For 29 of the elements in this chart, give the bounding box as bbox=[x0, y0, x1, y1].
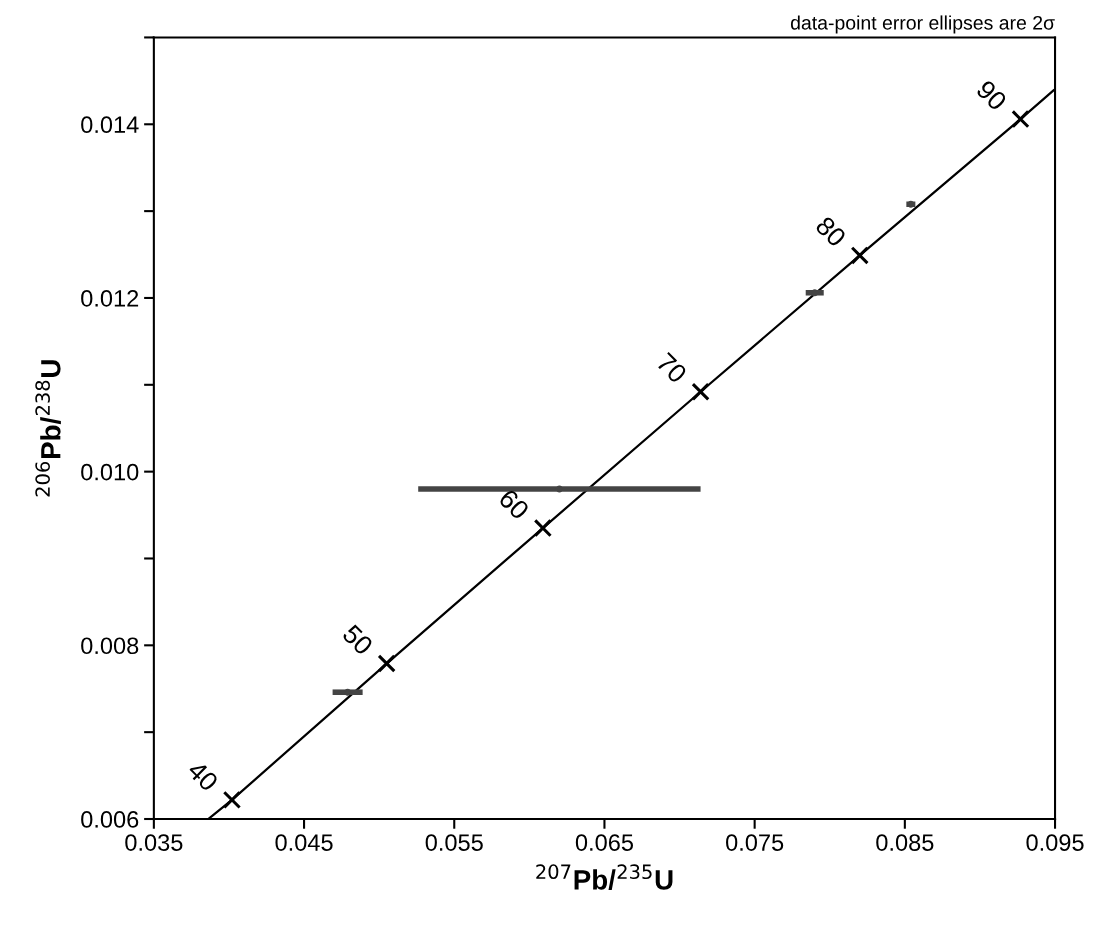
x-tick-label: 0.065 bbox=[575, 834, 634, 851]
point bbox=[811, 289, 819, 297]
text: data-point error ellipses are 2σ bbox=[790, 15, 1055, 34]
x-tick-label: 0.085 bbox=[876, 834, 934, 851]
x-tick-label: 0.075 bbox=[726, 834, 784, 851]
point bbox=[222, 790, 242, 810]
annotation: 90 bbox=[975, 79, 1008, 112]
y-axis-title: $^{206}$Pb/$^{238}$U bbox=[35, 360, 61, 497]
y-tick-label: 0.010 bbox=[81, 463, 139, 481]
y-tick-label: 0.006 bbox=[81, 811, 139, 828]
point bbox=[1011, 109, 1030, 129]
x-tick-label: 0.035 bbox=[125, 834, 183, 851]
x-axis-title: $^{207}$Pb/$^{235}$U bbox=[536, 864, 673, 890]
point bbox=[850, 246, 869, 265]
annotation: 50 bbox=[341, 623, 374, 656]
annotation: 60 bbox=[497, 488, 531, 521]
x-tick-label: 0.055 bbox=[425, 834, 483, 851]
point bbox=[533, 518, 553, 538]
point bbox=[555, 485, 563, 493]
annotation: 70 bbox=[655, 351, 688, 385]
y-tick-label: 0.014 bbox=[81, 116, 139, 134]
point bbox=[377, 654, 396, 673]
annotation: 80 bbox=[814, 215, 848, 248]
x-tick-label: 0.045 bbox=[275, 834, 333, 851]
y-tick-label: 0.008 bbox=[81, 637, 139, 655]
point bbox=[691, 382, 710, 401]
y-tick-label: 0.012 bbox=[81, 290, 139, 307]
annotation: 40 bbox=[186, 759, 220, 793]
x-tick-label: 0.095 bbox=[1026, 834, 1084, 851]
